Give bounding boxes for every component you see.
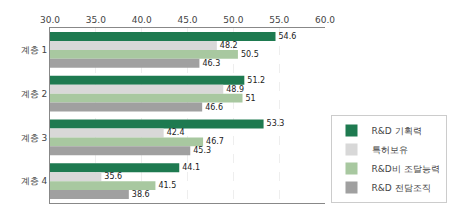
svg-text:46.3: 46.3 [202,59,220,68]
svg-text:계층 2: 계층 2 [21,89,48,99]
svg-text:48.9: 48.9 [226,85,244,94]
svg-text:45.3: 45.3 [193,146,211,155]
svg-text:54.6: 54.6 [279,32,297,41]
svg-text:계층 3: 계층 3 [21,133,48,143]
svg-text:51: 51 [246,94,256,103]
svg-text:R&D비 조달능력: R&D비 조달능력 [372,164,440,174]
svg-text:특허보유: 특허보유 [372,145,408,155]
svg-text:41.5: 41.5 [158,181,176,190]
svg-text:60.0: 60.0 [315,15,335,25]
svg-text:45.0: 45.0 [177,15,197,25]
svg-text:30.0: 30.0 [40,15,60,25]
svg-text:R&D 기획력: R&D 기획력 [372,126,422,136]
svg-text:48.2: 48.2 [220,41,238,50]
svg-text:50.0: 50.0 [223,15,243,25]
svg-text:계층 1: 계층 1 [21,45,48,55]
svg-text:42.4: 42.4 [167,128,185,137]
svg-text:35.0: 35.0 [86,15,106,25]
svg-text:55.0: 55.0 [269,15,289,25]
svg-text:40.0: 40.0 [132,15,152,25]
svg-text:53.3: 53.3 [267,119,285,128]
svg-text:50.5: 50.5 [241,50,259,59]
svg-text:35.6: 35.6 [104,172,122,181]
svg-text:R&D 전담조직: R&D 전담조직 [372,183,431,193]
svg-text:51.2: 51.2 [247,76,265,85]
svg-text:계층 4: 계층 4 [21,176,48,186]
svg-text:46.6: 46.6 [205,103,223,112]
svg-text:46.7: 46.7 [206,137,224,146]
svg-text:38.6: 38.6 [132,190,150,199]
svg-text:44.1: 44.1 [182,163,200,172]
